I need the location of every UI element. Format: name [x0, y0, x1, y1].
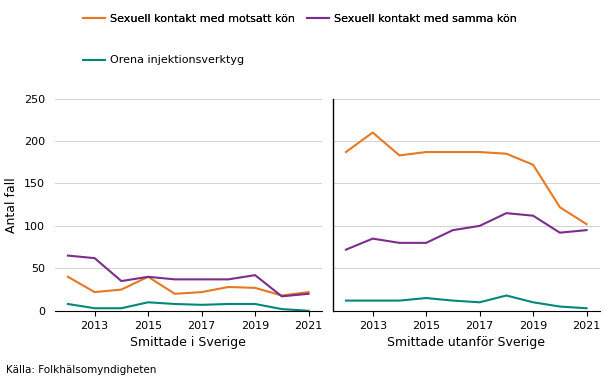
Y-axis label: Antal fall: Antal fall: [5, 177, 18, 233]
X-axis label: Smittade utanför Sverige: Smittade utanför Sverige: [387, 336, 545, 349]
Legend: Orena injektionsverktyg: Orena injektionsverktyg: [78, 51, 249, 70]
Legend: Sexuell kontakt med motsatt kön, Sexuell kontakt med samma kön: Sexuell kontakt med motsatt kön, Sexuell…: [78, 9, 522, 28]
Text: Källa: Folkhälsomyndigheten: Källa: Folkhälsomyndigheten: [6, 365, 156, 375]
X-axis label: Smittade i Sverige: Smittade i Sverige: [130, 336, 246, 349]
